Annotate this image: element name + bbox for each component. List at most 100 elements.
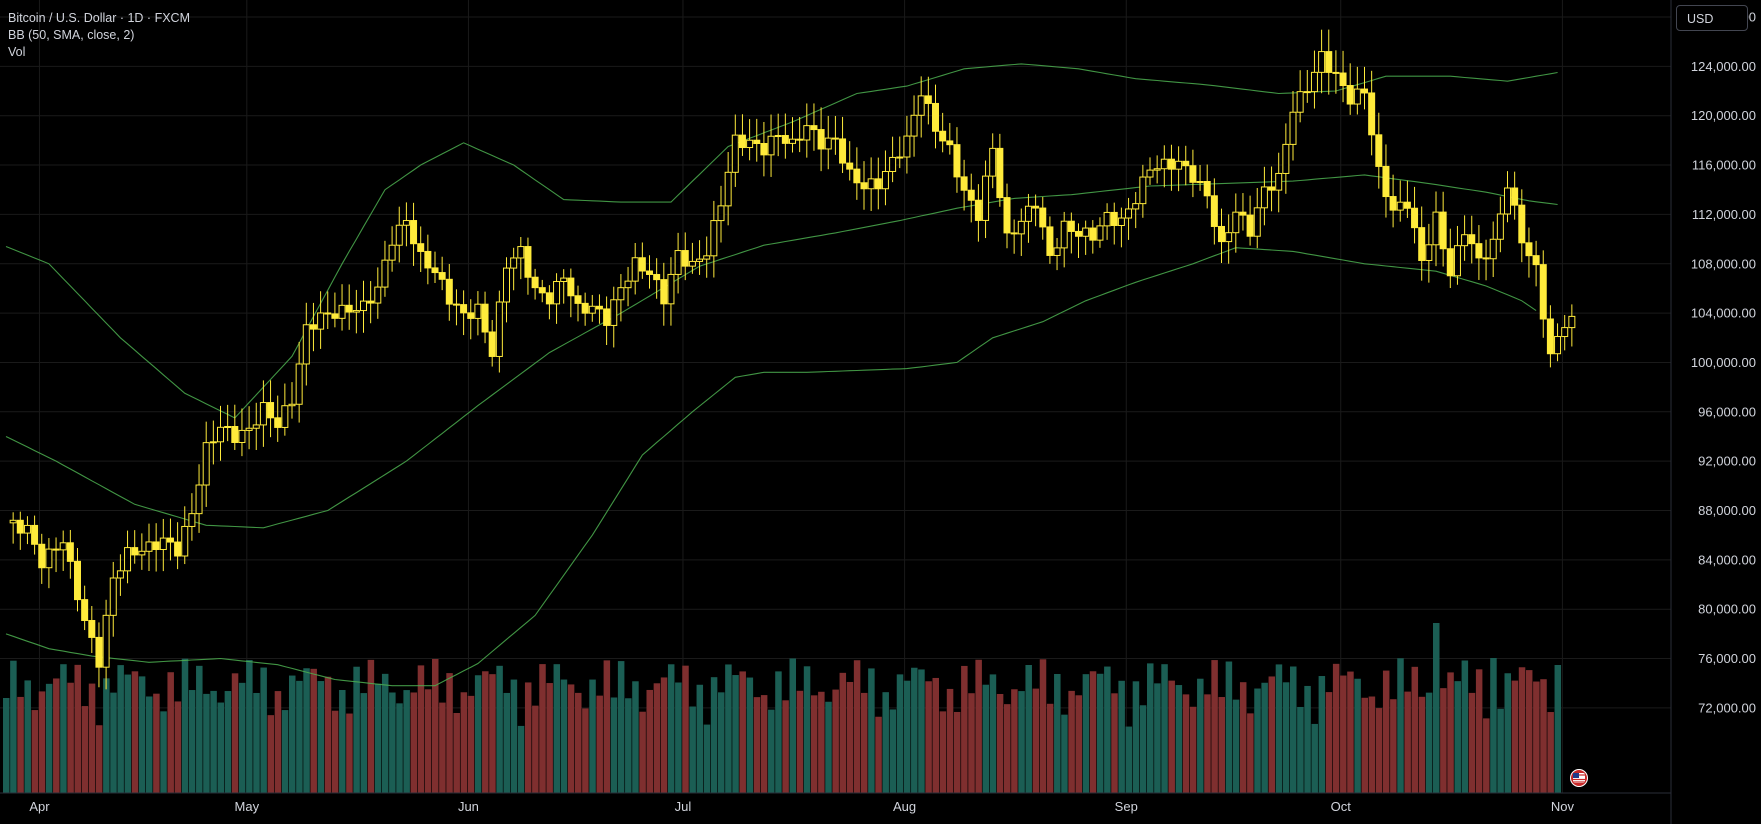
volume-bar xyxy=(875,716,882,793)
volume-bar xyxy=(396,703,403,793)
candle-body xyxy=(1096,225,1104,241)
candle-body xyxy=(638,257,646,272)
volume-bar xyxy=(1440,688,1447,793)
candle-body xyxy=(131,547,139,556)
price-tick-label: 100,000.00 xyxy=(1691,355,1756,370)
volume-bar xyxy=(532,705,539,793)
volume-bar xyxy=(231,673,239,793)
volume-bar xyxy=(861,692,868,793)
candle-body xyxy=(524,246,532,278)
price-tick-label: 112,000.00 xyxy=(1692,207,1756,222)
candle-body xyxy=(595,305,603,310)
candle-body xyxy=(860,182,868,190)
currency-button[interactable]: USD xyxy=(1676,5,1748,31)
candle-body xyxy=(81,599,89,622)
volume-bar xyxy=(453,712,460,793)
volume-bar xyxy=(853,660,861,793)
volume-bar xyxy=(982,684,990,793)
volume-bar xyxy=(1354,678,1361,793)
volume-indicator-label[interactable]: Vol xyxy=(8,45,26,59)
candle-body xyxy=(1554,336,1562,355)
candle-body xyxy=(545,292,553,305)
volume-bar xyxy=(1275,664,1283,793)
volume-bar xyxy=(303,668,310,793)
candle-body xyxy=(1046,226,1054,256)
bb-indicator-label[interactable]: BB (50, SMA, close, 2) xyxy=(8,28,135,42)
volume-bar xyxy=(446,673,453,793)
volume-bar xyxy=(517,725,525,793)
volume-bar xyxy=(846,681,854,793)
candle-body xyxy=(1189,165,1197,183)
volume-bar xyxy=(217,702,224,793)
volume-bar xyxy=(110,692,117,793)
price-axis[interactable]: 128,000.00124,000.00120,000.00116,000.00… xyxy=(1691,10,1756,716)
volume-bar xyxy=(253,692,260,793)
candle-body xyxy=(703,255,711,260)
volume-bar xyxy=(753,697,761,793)
candle-body xyxy=(488,331,496,357)
candle-body xyxy=(281,405,289,428)
candle-body xyxy=(1132,203,1140,210)
candle-body xyxy=(1117,217,1125,226)
candle-body xyxy=(881,170,889,190)
candle-body xyxy=(1475,243,1483,259)
candle-body xyxy=(209,441,217,444)
candle-body xyxy=(1125,208,1133,219)
volume-bar xyxy=(1189,706,1197,793)
us-flag-icon[interactable] xyxy=(1570,769,1588,787)
volume-bar xyxy=(832,689,839,793)
volume-bar xyxy=(1254,688,1261,793)
candle-body xyxy=(567,277,575,297)
candle-body xyxy=(1024,205,1032,222)
candle-body xyxy=(1396,201,1404,211)
candle-body xyxy=(388,244,396,261)
volume-bar xyxy=(1382,670,1390,793)
candle-body xyxy=(1296,91,1304,113)
candle-body xyxy=(553,281,561,305)
candle-body xyxy=(309,324,317,330)
candle-body xyxy=(1082,227,1090,237)
candle-body xyxy=(238,429,246,443)
time-tick-label: Sep xyxy=(1115,799,1138,814)
candlesticks xyxy=(9,29,1576,690)
symbol-title[interactable]: Bitcoin / U.S. Dollar · 1D · FXCM xyxy=(8,11,190,25)
volume-bar xyxy=(1361,697,1368,793)
candle-body xyxy=(939,130,947,142)
candle-body xyxy=(624,280,632,289)
volume-bar xyxy=(596,695,603,793)
volume-bar xyxy=(467,695,475,793)
candle-body xyxy=(1039,207,1047,228)
candle-body xyxy=(1218,225,1225,243)
candle-body xyxy=(1339,72,1347,87)
candle-body xyxy=(331,313,339,319)
volume-bar xyxy=(1554,665,1562,793)
candle-body xyxy=(1468,234,1476,245)
price-tick-label: 124,000.00 xyxy=(1691,59,1756,74)
volume-bar xyxy=(1504,673,1511,793)
candle-body xyxy=(1182,160,1190,167)
volume-bar xyxy=(632,681,639,793)
volume-bar xyxy=(675,682,682,793)
volume-bar xyxy=(367,659,375,793)
candle-body xyxy=(1210,195,1218,227)
time-axis[interactable]: Apr May Jun Jul Aug Sep Oct Nov xyxy=(29,799,1574,814)
candle-body xyxy=(1139,176,1147,205)
volume-bar xyxy=(925,681,932,793)
candle-body xyxy=(824,137,832,150)
volume-bar xyxy=(567,684,575,793)
volume-bar xyxy=(424,689,432,793)
volume-bar xyxy=(1197,678,1204,793)
candle-body xyxy=(1496,213,1504,240)
candle-body xyxy=(152,541,160,551)
candle-body xyxy=(724,171,732,207)
volume-bar xyxy=(339,689,346,793)
volume-bar xyxy=(53,678,60,793)
volume-bar xyxy=(1175,685,1183,793)
volume-bar xyxy=(1547,712,1554,793)
volume-bar xyxy=(489,674,496,793)
candle-body xyxy=(910,114,918,137)
volume-bar xyxy=(45,683,53,793)
volume-bar xyxy=(1483,718,1490,793)
volume-bar xyxy=(474,675,482,793)
